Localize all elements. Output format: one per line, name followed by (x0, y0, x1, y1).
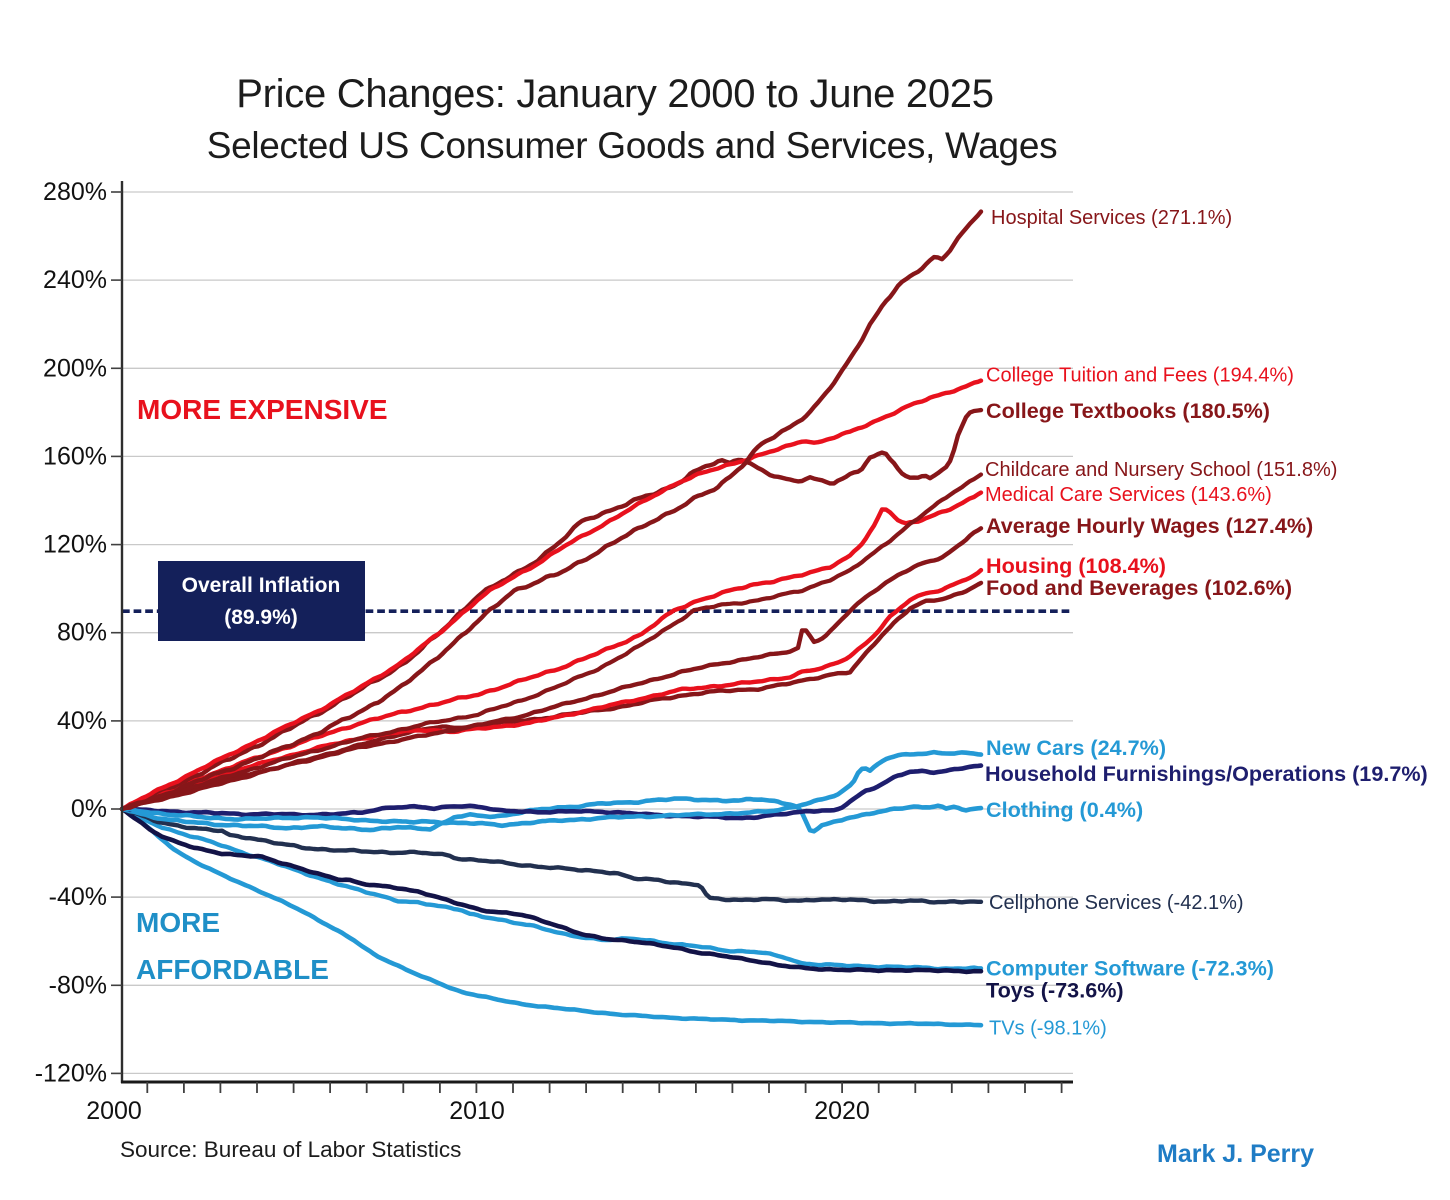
svg-text:Hospital Services (271.1%): Hospital Services (271.1%) (991, 207, 1232, 229)
svg-text:Overall Inflation: Overall Inflation (182, 574, 341, 597)
svg-text:MORE EXPENSIVE: MORE EXPENSIVE (137, 394, 388, 425)
svg-text:AFFORDABLE: AFFORDABLE (136, 954, 329, 985)
svg-text:Cellphone Services (-42.1%): Cellphone Services (-42.1%) (989, 892, 1244, 914)
svg-text:MORE: MORE (136, 907, 220, 938)
svg-text:New Cars (24.7%): New Cars (24.7%) (986, 735, 1166, 760)
svg-text:160%: 160% (43, 442, 107, 470)
svg-text:Average Hourly Wages (127.4%): Average Hourly Wages (127.4%) (986, 513, 1313, 538)
svg-text:Food and Beverages (102.6%): Food and Beverages (102.6%) (986, 575, 1292, 600)
svg-text:0%: 0% (71, 795, 107, 823)
svg-text:80%: 80% (57, 619, 107, 647)
svg-text:Source: Bureau of Labor Statis: Source: Bureau of Labor Statistics (120, 1137, 461, 1162)
svg-text:2000: 2000 (86, 1097, 142, 1125)
svg-text:College Tuition and Fees (194.: College Tuition and Fees (194.4%) (986, 365, 1294, 387)
svg-text:-120%: -120% (35, 1059, 107, 1087)
svg-text:2010: 2010 (449, 1097, 505, 1125)
svg-text:Childcare and Nursery School (: Childcare and Nursery School (151.8%) (985, 459, 1337, 481)
svg-text:Housing (108.4%): Housing (108.4%) (986, 553, 1166, 578)
svg-text:120%: 120% (43, 531, 107, 559)
svg-text:40%: 40% (57, 707, 107, 735)
svg-text:280%: 280% (43, 178, 107, 206)
svg-text:Price Changes: January 2000 to: Price Changes: January 2000 to June 2025 (236, 72, 993, 116)
svg-text:Toys (-73.6%): Toys (-73.6%) (986, 978, 1124, 1003)
svg-text:-80%: -80% (49, 971, 107, 999)
svg-text:Computer Software (-72.3%): Computer Software (-72.3%) (986, 956, 1274, 981)
svg-text:200%: 200% (43, 354, 107, 382)
svg-text:240%: 240% (43, 266, 107, 294)
svg-text:College Textbooks (180.5%): College Textbooks (180.5%) (986, 398, 1270, 423)
svg-text:Medical Care Services (143.6%): Medical Care Services (143.6%) (985, 484, 1272, 506)
svg-text:(89.9%): (89.9%) (224, 606, 298, 629)
svg-text:2020: 2020 (814, 1097, 870, 1125)
svg-text:Household Furnishings/Operatio: Household Furnishings/Operations (19.7%) (985, 761, 1428, 786)
svg-text:-40%: -40% (49, 883, 107, 911)
svg-text:Selected US Consumer Goods and: Selected US Consumer Goods and Services,… (207, 125, 1058, 166)
svg-text:Clothing (0.4%): Clothing (0.4%) (986, 797, 1143, 822)
svg-text:Mark J. Perry: Mark J. Perry (1157, 1140, 1314, 1168)
svg-text:TVs (-98.1%): TVs (-98.1%) (989, 1018, 1107, 1040)
